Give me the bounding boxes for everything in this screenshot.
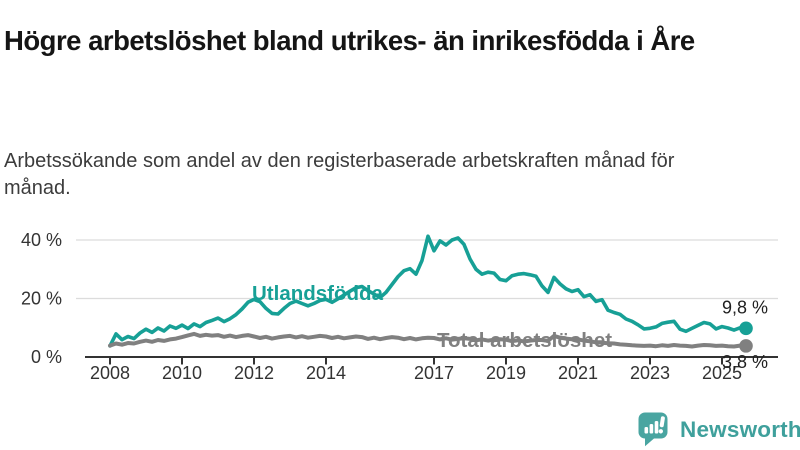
x-tick-label: 2025 <box>702 363 742 383</box>
series-label-utlandsfodda: Utlandsfödda <box>252 282 384 305</box>
x-tick-label: 2012 <box>234 363 274 383</box>
x-tick-label: 2021 <box>558 363 598 383</box>
bar-chart-speech-bubble-icon <box>638 412 668 447</box>
series-line-utlandsfodda <box>108 234 748 348</box>
series-line-total <box>108 331 748 349</box>
x-tick-label: 2010 <box>162 363 202 383</box>
brand-name: Newsworthy <box>680 417 800 442</box>
y-tick-label: 0 % <box>31 347 62 367</box>
series-end-value-label: 3,8 % <box>722 352 768 372</box>
series-end-dot-total <box>739 339 753 353</box>
unemployment-line-chart: 0 % 20 % 40 % 2008 2010 2012 2014 2017 2019 2021 2… <box>21 230 778 383</box>
chart-subtitle: Arbetssökande som andel av den registerb… <box>4 150 675 199</box>
y-tick-label: 20 % <box>21 289 62 309</box>
x-tick-label: 2008 <box>90 363 130 383</box>
series-end-dot-utlandsfodda <box>739 321 753 336</box>
x-tick-label: 2019 <box>486 363 526 383</box>
series-label-total: Total arbetslöshet <box>437 329 612 352</box>
y-tick-label: 40 % <box>21 230 62 250</box>
series-end-value-label: 9,8 % <box>722 297 768 317</box>
x-tick-label: 2023 <box>630 363 670 383</box>
newsworthy-logo: Newsworthy <box>637 411 800 449</box>
chart-area: 0 % 20 % 40 % 2008 2010 2012 2014 2017 2019 2021 2… <box>21 230 778 383</box>
page-title: Högre arbetslöshet bland utrikes- än inr… <box>4 25 695 57</box>
x-tick-label: 2014 <box>306 363 346 383</box>
x-tick-label: 2017 <box>414 363 454 383</box>
